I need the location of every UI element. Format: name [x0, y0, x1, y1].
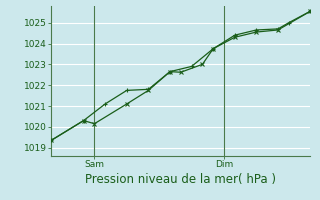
- X-axis label: Pression niveau de la mer( hPa ): Pression niveau de la mer( hPa ): [85, 173, 276, 186]
